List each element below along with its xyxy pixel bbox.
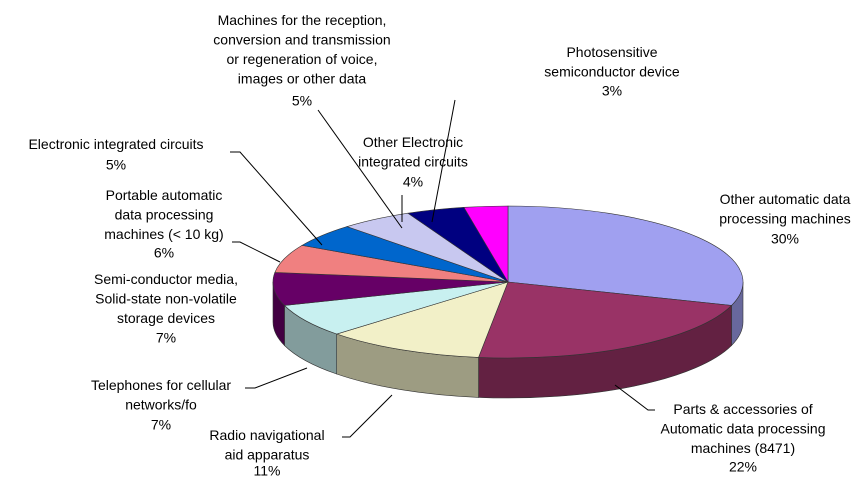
leader-line [317, 109, 403, 229]
label-line: processing machines [719, 210, 851, 226]
leader-line [342, 394, 393, 438]
slice-percent: 11% [254, 463, 281, 478]
leader-line [614, 384, 655, 411]
label-line: semiconductor device [544, 63, 680, 79]
slice-label: Photosensitive semiconductor device [544, 44, 680, 80]
pie-sides [272, 281, 744, 399]
slice [463, 205, 509, 284]
slice-label: Other automatic data processing machines [719, 191, 851, 227]
label-line: storage devices [117, 310, 215, 326]
leader-line [245, 367, 308, 389]
slice-percent: 5% [292, 93, 312, 109]
label-line: networks/fo [125, 396, 197, 412]
label-line: Other automatic data [720, 191, 851, 207]
slice-percent: 5% [106, 157, 126, 173]
slice-percent: 3% [602, 83, 622, 99]
label-line: aid apparatus [225, 446, 310, 462]
label-line: images or other data [238, 70, 367, 86]
label-line: conversion and transmission [213, 31, 390, 47]
leader-line [230, 151, 323, 246]
label-line: Semi-conductor media, [94, 271, 238, 287]
pie-tops [272, 205, 744, 359]
label-line: Portable automatic [106, 187, 223, 203]
label-line: Automatic data processing [661, 420, 826, 436]
label-line: Radio navigational [209, 427, 324, 443]
label-line: Solid-state non-volatile [95, 290, 237, 306]
slice-label: Portable automatic data processing machine… [104, 187, 223, 242]
slice-label: Other Electronic integrated circuits [358, 134, 468, 170]
slice-percent: 6% [154, 245, 174, 261]
slice-percent: 30% [771, 231, 799, 247]
slice-label: Parts & accessories of Automatic data pro… [661, 401, 826, 456]
label-line: machines (< 10 kg) [104, 226, 223, 242]
leader-line [431, 99, 456, 223]
slice-label: Electronic integrated circuits [28, 136, 203, 152]
label-line: Other Electronic [363, 134, 463, 150]
leader-line [232, 241, 281, 263]
slice [478, 281, 733, 359]
label-line: Machines for the reception, [218, 12, 387, 28]
slice-label: Radio navigational aid apparatus [209, 427, 324, 463]
slice-percent: 7% [151, 417, 171, 433]
slice-percent: 22% [729, 459, 757, 475]
label-line: Photosensitive [566, 44, 657, 60]
slice [335, 281, 509, 358]
slice-label: Machines for the reception, conversion an… [213, 12, 390, 87]
slice [272, 272, 509, 306]
slice-percent: 4% [403, 174, 423, 190]
label-line: machines (8471) [691, 440, 795, 456]
slice-label: Telephones for cellular networks/fo [91, 377, 231, 413]
slice-label: Semi-conductor media, Solid-state non-vol… [94, 271, 238, 326]
label-line: Parts & accessories of [673, 401, 812, 417]
slice [507, 205, 744, 306]
label-line: integrated circuits [358, 153, 468, 169]
label-line: Electronic integrated circuits [28, 136, 203, 152]
label-line: data processing [115, 206, 214, 222]
slice [283, 281, 509, 335]
slice-percent: 7% [156, 330, 176, 346]
label-line: or regeneration of voice, [227, 51, 378, 67]
label-line: Telephones for cellular [91, 377, 231, 393]
